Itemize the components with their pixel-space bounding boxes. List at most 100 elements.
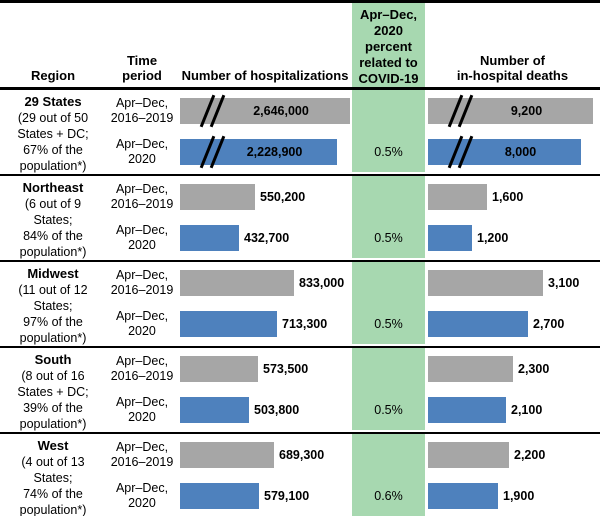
hospitalizations-bar-2020: [180, 482, 259, 509]
hospitalizations-bar-2016-2019: [180, 441, 274, 468]
deaths-bar-cell: 2,200: [425, 434, 600, 475]
hospitalizations-bar-cell: 503,800: [178, 389, 352, 430]
region-rows: 29 States (29 out of 50 States + DC; 67% …: [0, 90, 600, 516]
region-cell: West (4 out of 13 States; 74% of the popu…: [0, 434, 106, 516]
bar-value-label: 503,800: [254, 402, 300, 417]
region-note: (4 out of 13 States; 74% of the populati…: [19, 455, 87, 516]
deaths-bar-cell: 2,100: [425, 389, 600, 430]
deaths-bar-2016-2019: 9,200: [428, 94, 593, 127]
hospitalizations-bar-cell: 573,500: [178, 348, 352, 389]
covid-percent-value: 0.5%: [374, 402, 403, 417]
covid-percent-value: 0.6%: [374, 488, 403, 503]
deaths-bar-2016-2019: [428, 183, 487, 210]
hospitalizations-bar-2016-2019: [180, 355, 258, 382]
region-row: Midwest (11 out of 12 States; 97% of the …: [0, 260, 600, 346]
region-cell: Northeast (6 out of 9 States; 84% of the …: [0, 176, 106, 260]
bar-value-label: 1,600: [492, 189, 524, 204]
hospitalizations-bar-2020: [180, 310, 277, 337]
covid-percent-value: 0.5%: [374, 316, 403, 331]
period-label: Apr–Dec, 2016–2019: [110, 181, 174, 211]
region-series-rows: Apr–Dec, 2016–2019 573,500 2,300 Apr–Dec, 2…: [106, 348, 600, 432]
hospitalizations-bar-2016-2019: [180, 269, 294, 296]
series-row: Apr–Dec, 2016–2019 689,300 2,200: [106, 434, 600, 475]
deaths-bar-cell: 2,300: [425, 348, 600, 389]
period-label: Apr–Dec, 2020: [115, 394, 169, 424]
deaths-bar-cell: 1,900: [425, 475, 600, 516]
hospitalizations-bar-2020: [180, 396, 249, 423]
covid-percent-cell: [352, 90, 425, 131]
period-label: Apr–Dec, 2016–2019: [110, 353, 174, 383]
bar-value-label: 9,200: [510, 103, 543, 118]
covid-percent-cell: [352, 262, 425, 303]
period-label: Apr–Dec, 2016–2019: [110, 267, 174, 297]
bar-value-label: 689,300: [279, 447, 325, 462]
deaths-bar-2016-2019: [428, 355, 513, 382]
hospitalizations-bar-2016-2019: 2,646,000: [180, 94, 350, 127]
region-row: West (4 out of 13 States; 74% of the popu…: [0, 432, 600, 516]
header-hospitalizations: Number of hospitalizations: [181, 68, 349, 83]
covid-percent-cell: 0.6%: [352, 475, 425, 516]
covid-percent-value: 0.5%: [374, 230, 403, 245]
covid-percent-cell: [352, 176, 425, 217]
series-row: Apr–Dec, 2020 2,228,900 0.5% 8,000: [106, 131, 600, 172]
covid-percent-cell: 0.5%: [352, 217, 425, 258]
header-in-hospital-deaths: Number of in-hospital deaths: [456, 53, 569, 83]
bar-value-label: 2,646,000: [253, 103, 309, 118]
deaths-bar-cell: 8,000: [425, 131, 600, 172]
covid-percent-cell: [352, 434, 425, 475]
region-series-rows: Apr–Dec, 2016–2019 833,000 3,100 Apr–Dec, 2…: [106, 262, 600, 346]
bar-value-label: 1,900: [503, 488, 535, 503]
period-label: Apr–Dec, 2016–2019: [110, 95, 174, 125]
bar-value-label: 573,500: [263, 361, 309, 376]
series-row: Apr–Dec, 2016–2019 573,500 2,300: [106, 348, 600, 389]
bar-value-label: 2,700: [533, 316, 565, 331]
header-time-period: Time period: [122, 53, 162, 83]
bar-value-label: 833,000: [299, 275, 345, 290]
series-row: Apr–Dec, 2020 579,100 0.6% 1,900: [106, 475, 600, 516]
series-row: Apr–Dec, 2016–2019 2,646,000 9,200: [106, 90, 600, 131]
series-row: Apr–Dec, 2016–2019 550,200 1,600: [106, 176, 600, 217]
hospitalizations-bar-2020: [180, 224, 239, 251]
hospitalizations-bar-cell: 713,300: [178, 303, 352, 344]
region-series-rows: Apr–Dec, 2016–2019 550,200 1,600 Apr–Dec, 2…: [106, 176, 600, 260]
series-row: Apr–Dec, 2016–2019 833,000 3,100: [106, 262, 600, 303]
region-cell: Midwest (11 out of 12 States; 97% of the …: [0, 262, 106, 346]
region-note: (29 out of 50 States + DC; 67% of the po…: [17, 111, 89, 173]
region-series-rows: Apr–Dec, 2016–2019 689,300 2,200 Apr–Dec, 2…: [106, 434, 600, 516]
covid-percent-cell: 0.5%: [352, 303, 425, 344]
deaths-bar-cell: 1,200: [425, 217, 600, 258]
region-name: South: [34, 352, 72, 367]
region-row: South (8 out of 16 States + DC; 39% of th…: [0, 346, 600, 432]
hospitalizations-bar-cell: 2,646,000: [178, 90, 352, 131]
bar-value-label: 2,300: [518, 361, 550, 376]
header-covid-percent: Apr–Dec, 2020 percent related to COVID-1…: [352, 3, 425, 87]
region-note: (11 out of 12 States; 97% of the populat…: [18, 283, 88, 345]
covid-percent-cell: 0.5%: [352, 131, 425, 172]
deaths-bar-cell: 1,600: [425, 176, 600, 217]
period-label: Apr–Dec, 2020: [115, 480, 169, 510]
series-row: Apr–Dec, 2020 713,300 0.5% 2,700: [106, 303, 600, 344]
hospitalizations-bar-cell: 833,000: [178, 262, 352, 303]
covid-percent-value: 0.5%: [374, 144, 403, 159]
covid-percent-cell: 0.5%: [352, 389, 425, 430]
hospitalizations-bar-2020: 2,228,900: [180, 135, 337, 168]
header-region: Region: [30, 68, 76, 83]
bar-value-label: 713,300: [282, 316, 328, 331]
region-series-rows: Apr–Dec, 2016–2019 2,646,000 9,200 Apr–Dec,…: [106, 90, 600, 174]
region-cell: South (8 out of 16 States + DC; 39% of th…: [0, 348, 106, 432]
period-label: Apr–Dec, 2020: [115, 136, 169, 166]
bar-value-label: 3,100: [548, 275, 580, 290]
deaths-bar-2016-2019: [428, 441, 509, 468]
deaths-bar-2020: [428, 482, 498, 509]
hospitalizations-bar-cell: 2,228,900: [178, 131, 352, 172]
covid-percent-cell: [352, 348, 425, 389]
region-row: Northeast (6 out of 9 States; 84% of the …: [0, 174, 600, 260]
hospitalizations-bar-cell: 689,300: [178, 434, 352, 475]
region-row: 29 States (29 out of 50 States + DC; 67% …: [0, 90, 600, 174]
region-name: 29 States: [24, 94, 82, 109]
period-label: Apr–Dec, 2020: [115, 308, 169, 338]
deaths-bar-cell: 9,200: [425, 90, 600, 131]
hospitalizations-bar-cell: 579,100: [178, 475, 352, 516]
region-name: Northeast: [22, 180, 84, 195]
